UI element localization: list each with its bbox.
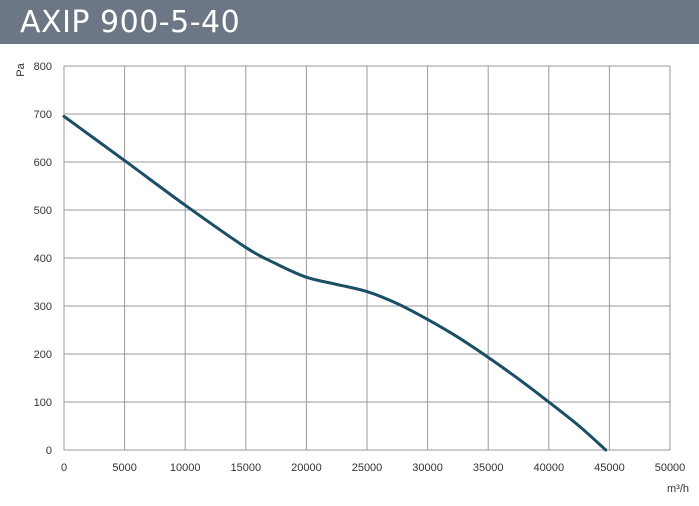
series-lines [62, 114, 608, 452]
grid [63, 65, 671, 451]
x-tick-label: 40000 [534, 462, 565, 474]
chart-title: AXIP 900-5-40 [20, 5, 241, 40]
y-tick-label: 200 [34, 349, 52, 361]
x-tick-label: 30000 [412, 462, 443, 474]
x-tick-label: 35000 [473, 462, 504, 474]
y-tick-label: 600 [34, 157, 52, 169]
y-tick-label: 400 [34, 253, 52, 265]
x-tick-label: 45000 [594, 462, 625, 474]
y-tick-label: 100 [34, 397, 52, 409]
x-tick-label: 0 [61, 462, 67, 474]
y-tick-label: 500 [34, 205, 52, 217]
y-tick-label: 0 [46, 445, 52, 457]
x-tick-label: 25000 [352, 462, 383, 474]
title-bar: AXIP 900-5-40 [0, 0, 699, 44]
x-tick-label: 20000 [291, 462, 322, 474]
y-axis-label: Pa [15, 62, 27, 76]
y-tick-labels: 0 100 200 300 400 500 600 700 800 [34, 61, 52, 457]
y-tick-label: 800 [34, 61, 52, 73]
y-tick-label: 700 [34, 109, 52, 121]
x-tick-label: 5000 [112, 462, 136, 474]
x-tick-label: 15000 [231, 462, 262, 474]
series-line [62, 114, 608, 452]
y-tick-label: 300 [34, 301, 52, 313]
x-tick-label: 50000 [655, 462, 686, 474]
x-axis-label: m³/h [667, 483, 689, 495]
x-tick-labels: 0 5000 10000 15000 20000 25000 30000 35000 40000… [61, 462, 685, 474]
x-tick-label: 10000 [170, 462, 201, 474]
